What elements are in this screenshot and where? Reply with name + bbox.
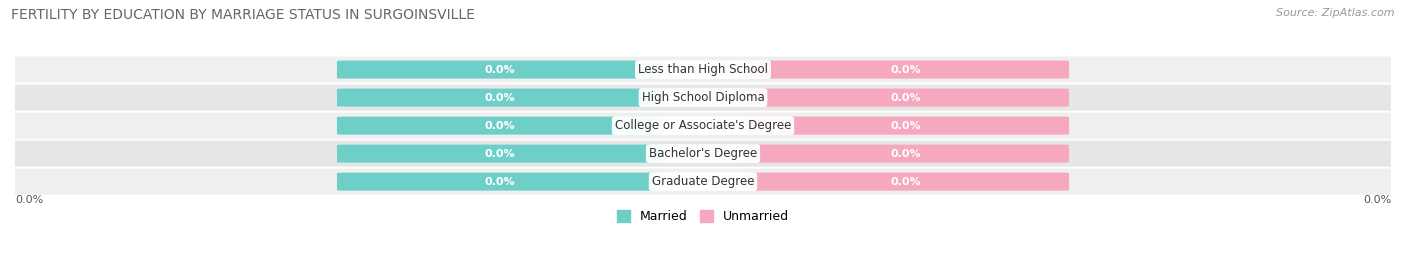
Text: 0.0%: 0.0% <box>15 195 44 205</box>
Text: High School Diploma: High School Diploma <box>641 91 765 104</box>
FancyBboxPatch shape <box>337 116 664 134</box>
FancyBboxPatch shape <box>337 89 664 107</box>
Text: Bachelor's Degree: Bachelor's Degree <box>650 147 756 160</box>
Legend: Married, Unmarried: Married, Unmarried <box>612 205 794 228</box>
Text: 0.0%: 0.0% <box>890 65 921 75</box>
Text: Less than High School: Less than High School <box>638 63 768 76</box>
Text: 0.0%: 0.0% <box>890 121 921 131</box>
Text: FERTILITY BY EDUCATION BY MARRIAGE STATUS IN SURGOINSVILLE: FERTILITY BY EDUCATION BY MARRIAGE STATU… <box>11 8 475 22</box>
FancyBboxPatch shape <box>4 84 1402 111</box>
Text: 0.0%: 0.0% <box>485 177 516 187</box>
Text: 0.0%: 0.0% <box>1362 195 1391 205</box>
FancyBboxPatch shape <box>4 112 1402 139</box>
FancyBboxPatch shape <box>337 61 664 79</box>
FancyBboxPatch shape <box>742 145 1069 163</box>
Text: 0.0%: 0.0% <box>485 93 516 102</box>
Text: 0.0%: 0.0% <box>890 177 921 187</box>
FancyBboxPatch shape <box>4 141 1402 167</box>
Text: College or Associate's Degree: College or Associate's Degree <box>614 119 792 132</box>
FancyBboxPatch shape <box>742 116 1069 134</box>
Text: 0.0%: 0.0% <box>890 93 921 102</box>
FancyBboxPatch shape <box>4 56 1402 83</box>
FancyBboxPatch shape <box>742 61 1069 79</box>
Text: 0.0%: 0.0% <box>485 148 516 159</box>
FancyBboxPatch shape <box>742 173 1069 191</box>
FancyBboxPatch shape <box>4 169 1402 195</box>
Text: Source: ZipAtlas.com: Source: ZipAtlas.com <box>1277 8 1395 18</box>
FancyBboxPatch shape <box>337 145 664 163</box>
Text: Graduate Degree: Graduate Degree <box>652 175 754 188</box>
Text: 0.0%: 0.0% <box>890 148 921 159</box>
FancyBboxPatch shape <box>742 89 1069 107</box>
FancyBboxPatch shape <box>337 173 664 191</box>
Text: 0.0%: 0.0% <box>485 65 516 75</box>
Text: 0.0%: 0.0% <box>485 121 516 131</box>
